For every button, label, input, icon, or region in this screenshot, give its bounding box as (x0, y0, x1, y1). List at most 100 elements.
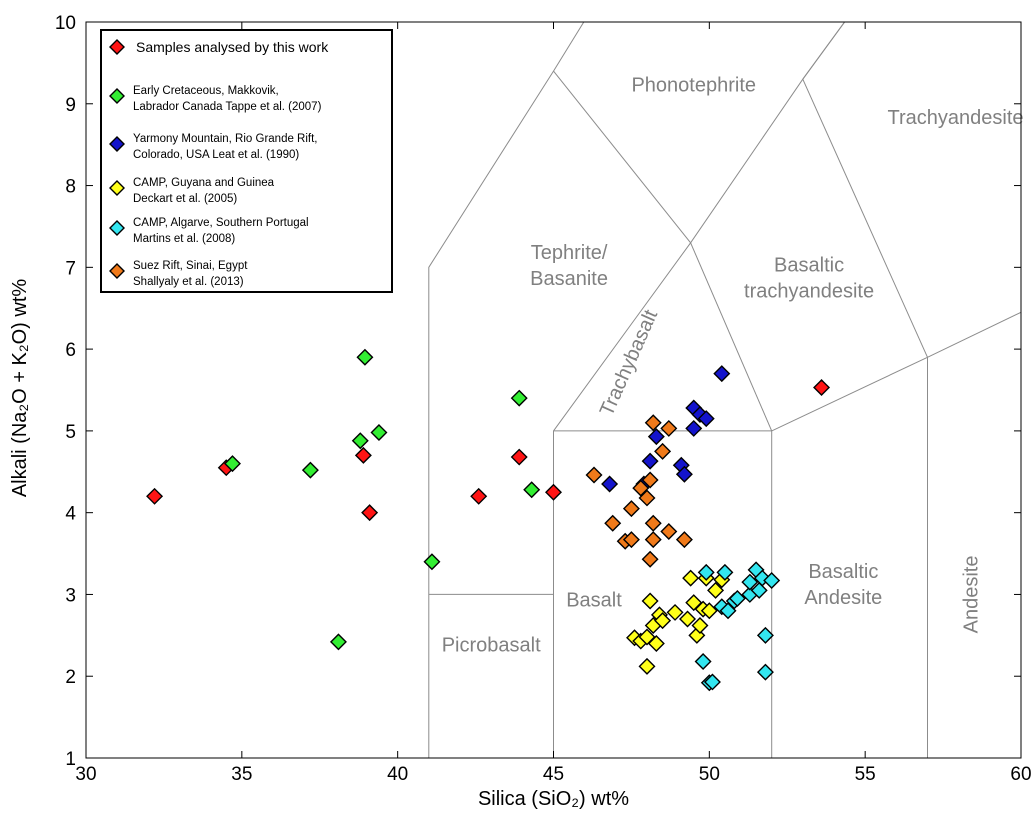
legend-marker (109, 88, 125, 104)
legend-marker (109, 136, 125, 152)
x-tick-label: 50 (699, 764, 720, 785)
series-4 (694, 561, 781, 692)
field-label-picrobasalt: Picrobasalt (442, 635, 541, 657)
data-point (644, 514, 662, 532)
legend-marker (109, 39, 125, 55)
data-point (622, 531, 640, 549)
data-point (545, 483, 562, 501)
legend-label: Early Cretaceous, Makkovik, (133, 85, 279, 97)
field-label-basalt: Basalt (566, 590, 622, 612)
series-2 (601, 365, 731, 493)
data-points (146, 348, 831, 692)
data-point (329, 633, 347, 651)
data-point (700, 602, 718, 620)
data-point (719, 602, 737, 620)
legend-marker (109, 220, 125, 236)
x-axis-title: Silica (SiO₂) wt% (478, 788, 629, 810)
data-point (644, 414, 662, 432)
field-boundary-9 (802, 22, 846, 80)
legend-label: Deckart et al. (2005) (133, 193, 237, 205)
legend-box (100, 29, 393, 293)
data-point (813, 379, 831, 397)
data-point (756, 663, 774, 681)
data-point (750, 581, 768, 599)
legend-label: CAMP, Guyana and Guinea (133, 177, 275, 189)
series-5 (585, 414, 693, 568)
data-point (644, 531, 662, 549)
data-point (691, 617, 709, 635)
data-point (713, 365, 731, 383)
data-point (356, 348, 374, 366)
data-point (728, 590, 746, 608)
x-tick-label: 45 (543, 764, 564, 785)
data-point (354, 446, 372, 464)
data-point (470, 487, 488, 505)
data-point (361, 504, 379, 522)
field-labels: Picrobasalt Basalt Basaltic Andesite Andesit… (442, 75, 1024, 657)
data-point (647, 635, 665, 653)
legend-marker (109, 263, 125, 279)
y-tick-label: 1 (65, 749, 76, 770)
x-tick-label: 40 (387, 764, 408, 785)
data-point (622, 500, 640, 518)
legend-marker (109, 180, 125, 196)
field-label-andesite: Andesite (960, 556, 982, 634)
field-boundary-8 (553, 70, 691, 244)
data-point (654, 612, 672, 630)
series-0 (146, 379, 831, 522)
data-point (604, 514, 622, 532)
data-point (510, 389, 528, 407)
data-point (370, 424, 388, 442)
data-point (301, 461, 319, 479)
field-boundary-7 (690, 242, 773, 432)
data-point (679, 610, 697, 628)
field-boundaries (428, 22, 1021, 758)
field-boundary-10 (802, 78, 928, 358)
data-point (585, 466, 603, 484)
data-point (660, 522, 678, 540)
data-point (682, 569, 700, 587)
field-label-tephrite-basanite: Tephrite/Basanite (530, 242, 608, 290)
y-tick-label: 4 (65, 504, 76, 525)
data-point (697, 563, 715, 581)
data-point (510, 448, 528, 466)
x-tick-label: 55 (855, 764, 876, 785)
data-point (647, 428, 665, 446)
data-point (641, 452, 659, 470)
series-3 (626, 569, 731, 675)
x-tick-label: 30 (75, 764, 96, 785)
data-point (638, 489, 656, 507)
legend-label: Samples analysed by this work (136, 39, 329, 55)
legend-label: Suez Rift, Sinai, Egypt (133, 260, 248, 272)
legend-label: Yarmony Mountain, Rio Grande Rift, (133, 133, 318, 145)
data-point (741, 573, 759, 591)
y-tick-label: 7 (65, 258, 76, 279)
data-point (703, 673, 721, 691)
data-point (685, 419, 703, 437)
y-tick-label: 2 (65, 667, 76, 688)
legend-label: CAMP, Algarve, Southern Portugal (133, 217, 309, 229)
data-point (675, 531, 693, 549)
field-label-trachybasalt: Trachybasalt (596, 306, 663, 419)
data-point (351, 432, 369, 450)
legend-label: Shallyaly et al. (2013) (133, 276, 244, 288)
y-tick-label: 9 (65, 95, 76, 116)
series-1 (223, 348, 541, 651)
data-point (675, 465, 693, 483)
x-tick-label: 35 (231, 764, 252, 785)
legend-label: Colorado, USA Leat et al. (1990) (133, 149, 299, 161)
data-point (641, 592, 659, 610)
data-point (654, 442, 672, 460)
field-label-trachyandesite: Trachyandesite (888, 107, 1024, 129)
data-point (756, 626, 774, 644)
field-label-basaltic-andesite: Basaltic Andesite (804, 561, 882, 609)
y-tick-label: 5 (65, 422, 76, 443)
data-point (666, 603, 684, 621)
x-tick-label: 60 (1010, 764, 1031, 785)
data-point (641, 550, 659, 568)
data-point (763, 572, 781, 590)
y-tick-label: 10 (55, 13, 76, 34)
legend-label: Martins et al. (2008) (133, 233, 235, 245)
